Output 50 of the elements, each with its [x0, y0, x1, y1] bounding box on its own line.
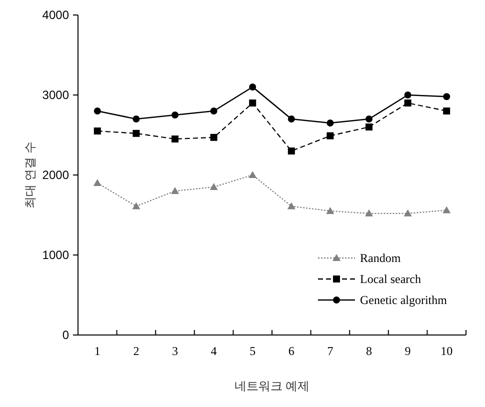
x-tick-label: 5 [250, 344, 256, 358]
point [249, 84, 256, 90]
point [172, 112, 178, 118]
y-tick-label: 1000 [42, 248, 70, 262]
point [249, 100, 256, 106]
x-tick-label: 2 [133, 344, 140, 358]
point [326, 120, 334, 126]
point [443, 108, 450, 114]
y-tick-label: 3000 [42, 88, 70, 102]
point [404, 100, 412, 106]
y-tick-label: 0 [62, 328, 70, 342]
x-tick-label: 1 [94, 344, 100, 358]
point [326, 207, 334, 214]
point [326, 132, 334, 140]
x-tick-label: 8 [366, 344, 372, 358]
point [365, 209, 373, 216]
point [366, 116, 372, 122]
point [171, 187, 179, 194]
point [210, 134, 218, 141]
y-tick-label: 4000 [42, 8, 70, 22]
x-tick-label: 4 [210, 344, 217, 358]
x-tick-label: 7 [327, 344, 334, 358]
point [210, 183, 218, 190]
x-tick-label: 3 [172, 344, 178, 358]
point [248, 171, 257, 178]
point [404, 209, 412, 216]
point [94, 108, 101, 114]
y-axis-title: 최대 연결 수 [23, 142, 37, 208]
point [443, 93, 450, 100]
legend-label: Genetic algorithm [360, 293, 448, 307]
point [288, 116, 295, 122]
point [94, 128, 101, 134]
x-axis-title: 네트워크 예제 [234, 379, 310, 393]
point [93, 179, 102, 186]
x-tick-label: 10 [440, 344, 453, 358]
point [132, 130, 140, 137]
point [172, 136, 178, 142]
point [366, 124, 372, 130]
point [288, 148, 295, 154]
legend-label: Local search [360, 272, 421, 286]
point [132, 116, 140, 122]
point [404, 92, 412, 98]
point [442, 206, 451, 214]
x-tick-label: 9 [404, 344, 411, 358]
point [210, 108, 218, 114]
point [287, 202, 296, 210]
x-tick-label: 6 [288, 344, 294, 358]
y-tick-label: 2000 [42, 168, 70, 182]
point [132, 202, 140, 210]
legend-label: Random [360, 251, 402, 265]
